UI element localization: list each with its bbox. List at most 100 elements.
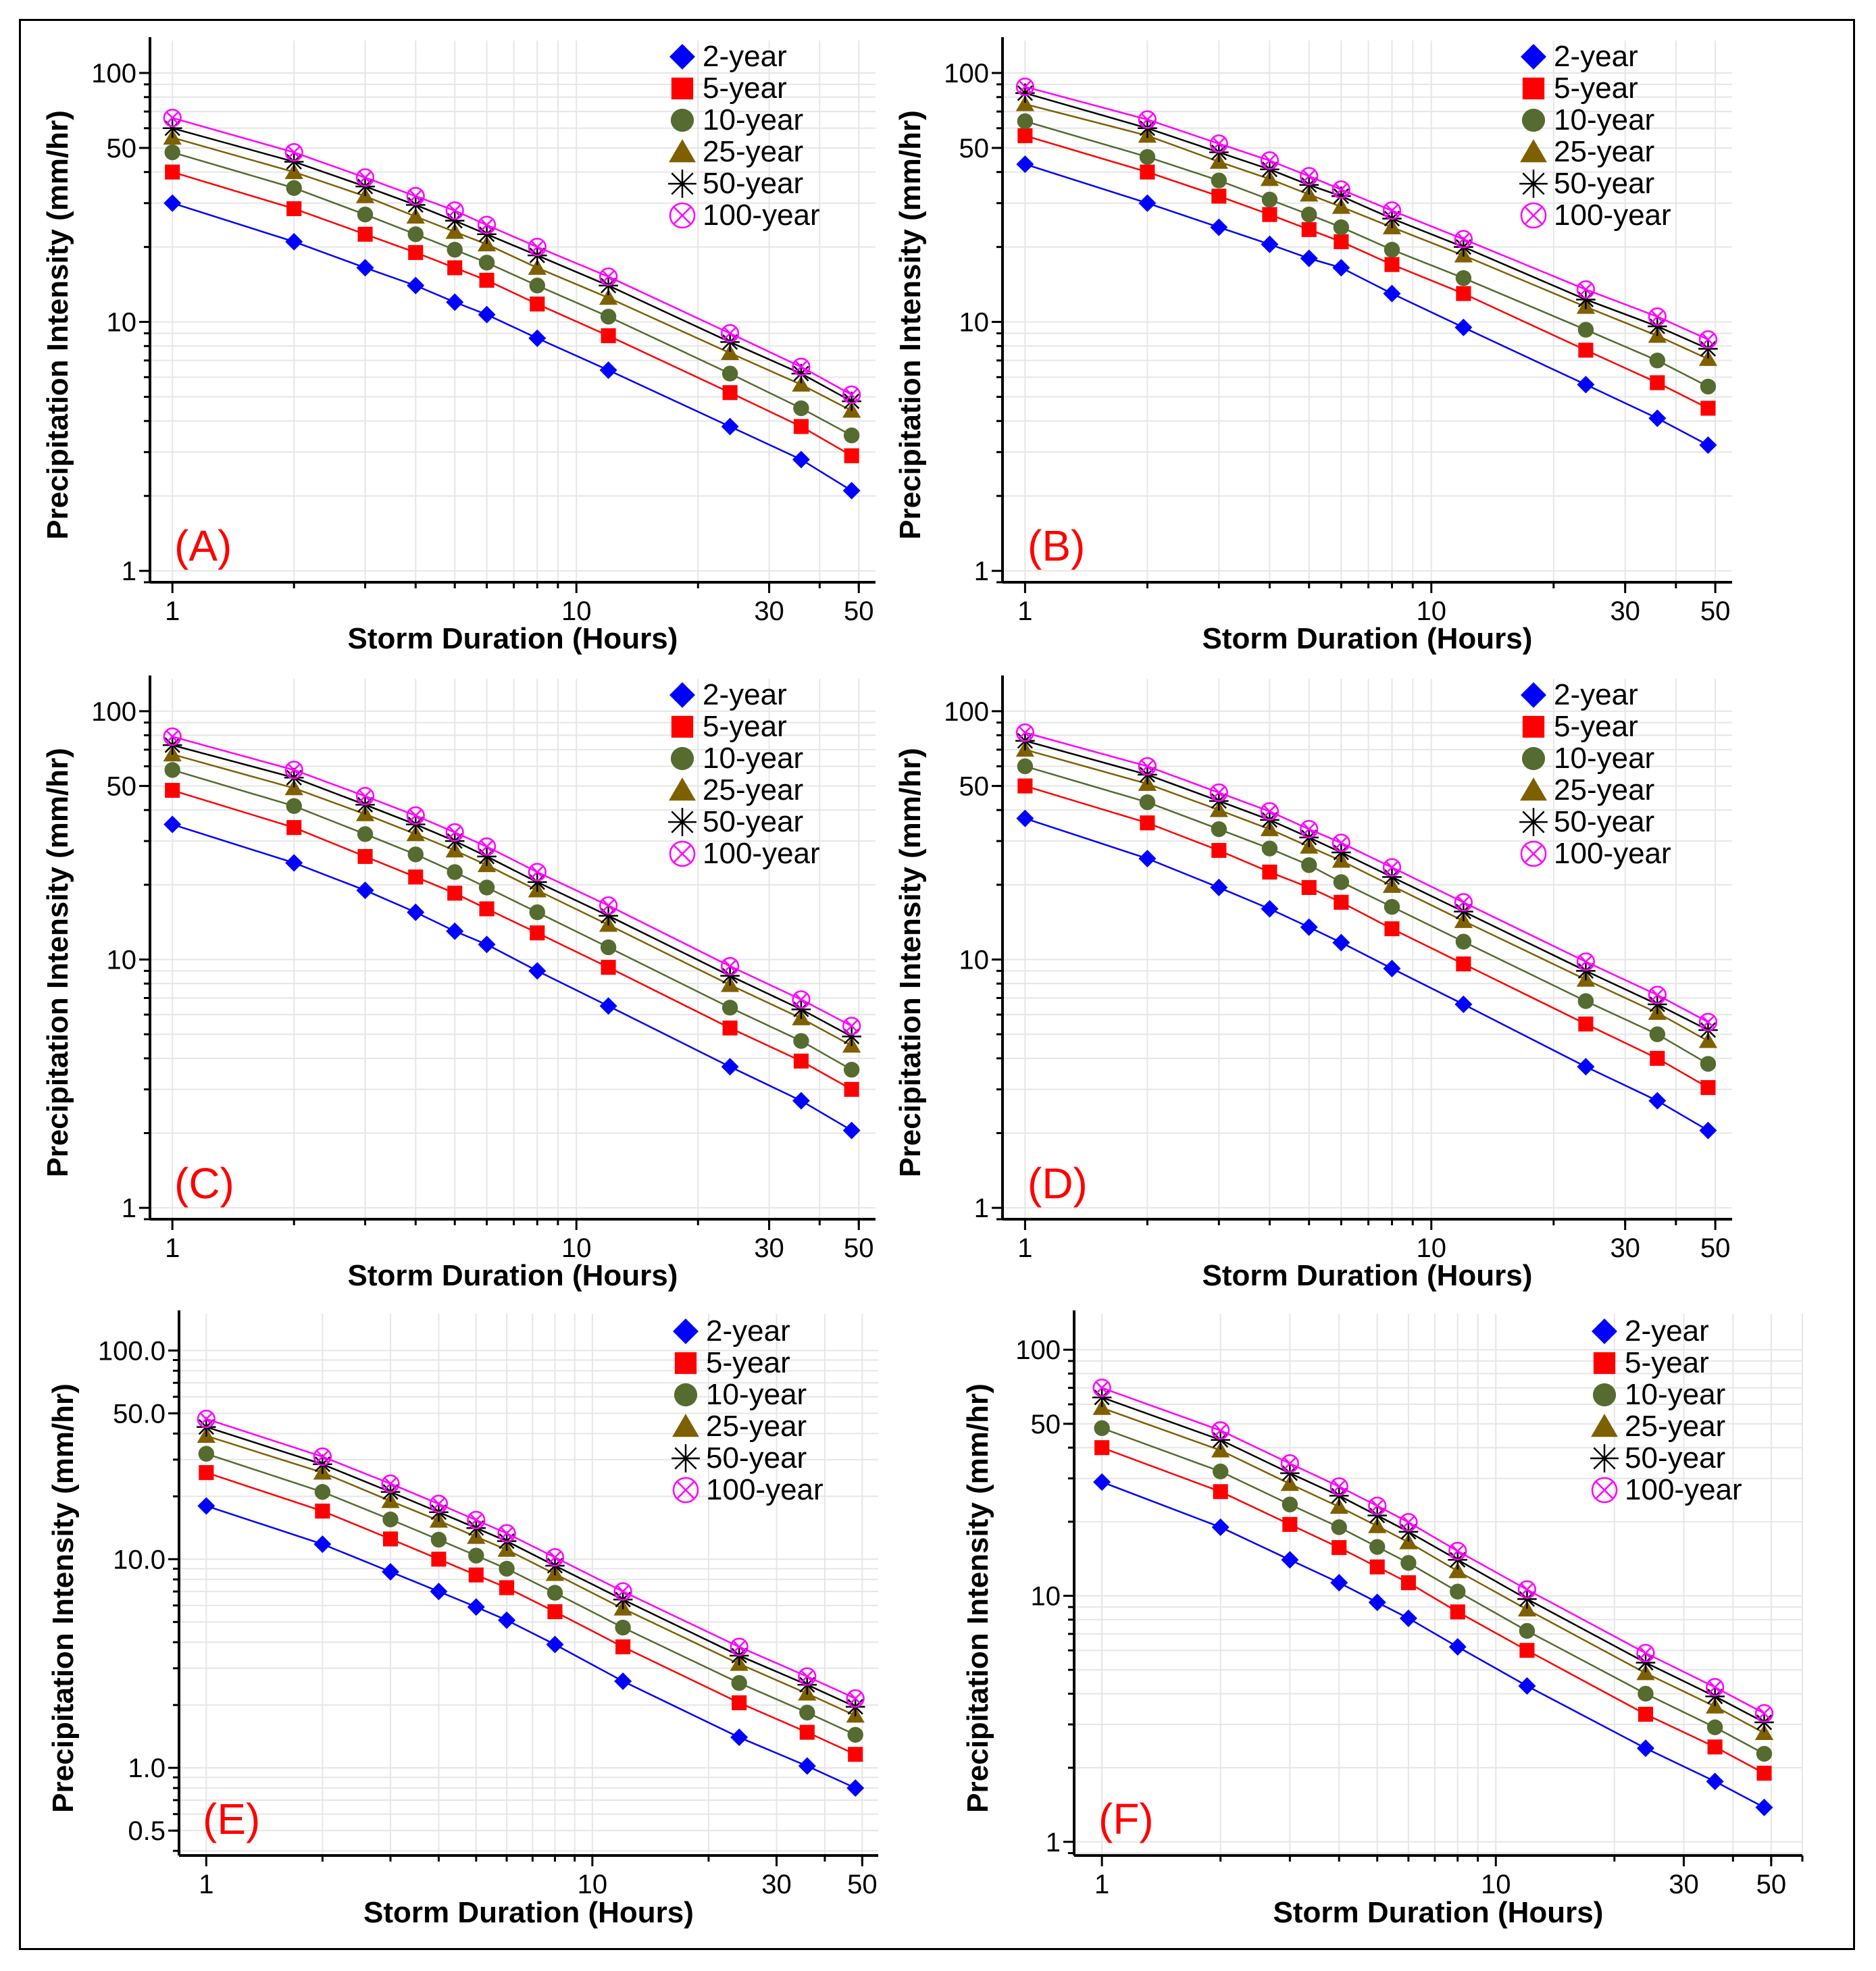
data-point bbox=[1649, 1026, 1666, 1042]
data-point-cross bbox=[316, 1450, 329, 1463]
data-point bbox=[357, 848, 373, 865]
data-point bbox=[446, 293, 464, 311]
legend-marker bbox=[1519, 808, 1548, 836]
data-point-cross bbox=[1639, 1647, 1652, 1660]
legend-marker bbox=[668, 170, 696, 198]
legend-marker bbox=[1521, 108, 1546, 132]
data-point bbox=[1280, 1463, 1300, 1483]
data-point bbox=[1454, 230, 1473, 249]
data-point bbox=[1455, 933, 1472, 950]
y-tick-label: 50 bbox=[107, 134, 137, 163]
data-point bbox=[1368, 1593, 1386, 1612]
legend-label: 5-year bbox=[703, 72, 787, 105]
legend-label: 25-year bbox=[703, 773, 803, 807]
data-point bbox=[498, 1611, 516, 1629]
data-point bbox=[842, 1017, 861, 1035]
y-tick-label: 10 bbox=[1031, 1582, 1061, 1612]
x-axis-title: Storm Duration (Hours) bbox=[348, 1259, 678, 1292]
data-point bbox=[1094, 1420, 1110, 1437]
data-point bbox=[477, 846, 497, 867]
legend-marker bbox=[1593, 1352, 1616, 1375]
legend: 2-year5-year10-year25-year50-year100-yea… bbox=[1519, 678, 1671, 870]
data-point bbox=[1636, 1653, 1656, 1672]
legend: 2-year5-year10-year25-year50-year100-yea… bbox=[671, 1314, 823, 1506]
data-point bbox=[1210, 878, 1228, 896]
legend-label: 2-year bbox=[703, 40, 787, 73]
series-line bbox=[172, 202, 853, 492]
data-point-cross bbox=[845, 1019, 858, 1033]
legend: 2-year5-year10-year25-year50-year100-yea… bbox=[1519, 40, 1671, 232]
data-point bbox=[1382, 201, 1402, 220]
data-point bbox=[499, 1580, 515, 1595]
x-tick-label: 1 bbox=[1017, 596, 1032, 626]
legend-label: 5-year bbox=[1554, 72, 1638, 105]
data-point-cross bbox=[602, 899, 615, 912]
data-point bbox=[1015, 77, 1034, 97]
series-10-year bbox=[1094, 1420, 1773, 1762]
legend-marker bbox=[1592, 1383, 1617, 1407]
data-point-cross bbox=[602, 270, 615, 283]
x-tick-label: 30 bbox=[754, 596, 784, 626]
legend: 2-year5-year10-year25-year50-year100-yea… bbox=[1590, 1314, 1742, 1506]
data-point bbox=[792, 451, 810, 469]
legend-marker bbox=[1591, 1477, 1618, 1504]
data-point bbox=[1649, 352, 1666, 369]
x-tick-label: 30 bbox=[754, 1233, 784, 1263]
data-point bbox=[1382, 867, 1402, 887]
x-tick-label: 30 bbox=[1610, 1233, 1640, 1263]
data-point bbox=[1450, 1583, 1466, 1599]
data-point bbox=[1698, 1032, 1718, 1048]
series-2-year bbox=[1016, 155, 1717, 454]
legend-label: 10-year bbox=[1554, 742, 1654, 775]
data-point bbox=[1578, 342, 1594, 358]
data-point bbox=[1448, 1638, 1467, 1656]
data-point-cross bbox=[480, 840, 493, 853]
x-tick-label: 1 bbox=[199, 1870, 213, 1899]
series-line bbox=[205, 1505, 856, 1789]
series-5-year bbox=[165, 783, 859, 1097]
legend-marker bbox=[670, 746, 694, 771]
y-axis-title: Precipitation Intensity (mm/hr) bbox=[47, 1383, 80, 1813]
data-point bbox=[1399, 1609, 1417, 1627]
data-point bbox=[547, 1604, 563, 1620]
data-point bbox=[1330, 1574, 1348, 1592]
series-100-year bbox=[1092, 1379, 1774, 1723]
panel-label: (A) bbox=[174, 521, 232, 570]
x-tick-label: 50 bbox=[1756, 1870, 1787, 1899]
legend-label: 50-year bbox=[1554, 167, 1654, 200]
gridlines bbox=[1003, 679, 1732, 1220]
data-point bbox=[1262, 207, 1277, 222]
legend-label: 50-year bbox=[703, 805, 803, 838]
data-point bbox=[199, 1465, 214, 1481]
y-tick-label: 100 bbox=[944, 59, 989, 88]
data-point bbox=[528, 238, 547, 257]
data-point bbox=[284, 761, 303, 779]
data-point bbox=[1398, 1522, 1419, 1542]
data-point bbox=[527, 872, 547, 892]
legend-label: 2-year bbox=[1554, 40, 1638, 73]
data-point-cross bbox=[409, 190, 422, 203]
legend-marker bbox=[669, 139, 696, 163]
panel-label: (D) bbox=[1028, 1159, 1088, 1208]
data-point bbox=[1094, 1440, 1110, 1456]
data-point-cross bbox=[1335, 836, 1348, 850]
legend-marker bbox=[1521, 682, 1546, 708]
x-axis-title: Storm Duration (Hours) bbox=[1273, 1896, 1604, 1929]
data-point bbox=[1138, 757, 1157, 776]
data-point bbox=[406, 207, 425, 224]
data-point bbox=[1209, 783, 1228, 802]
data-point bbox=[1300, 167, 1319, 186]
legend-marker bbox=[1520, 777, 1547, 801]
legend-label: 5-year bbox=[1625, 1346, 1709, 1379]
x-tick-label: 1 bbox=[1094, 1870, 1109, 1899]
data-point bbox=[1139, 794, 1156, 811]
x-tick-label: 50 bbox=[1700, 1233, 1731, 1263]
data-point bbox=[1450, 1604, 1465, 1620]
series-100-year bbox=[197, 1410, 865, 1708]
data-point bbox=[467, 1598, 485, 1616]
data-point bbox=[1015, 723, 1034, 742]
data-point bbox=[286, 820, 302, 836]
data-point bbox=[1648, 985, 1667, 1004]
legend-marker bbox=[1522, 715, 1545, 738]
data-point-cross bbox=[1019, 80, 1032, 93]
